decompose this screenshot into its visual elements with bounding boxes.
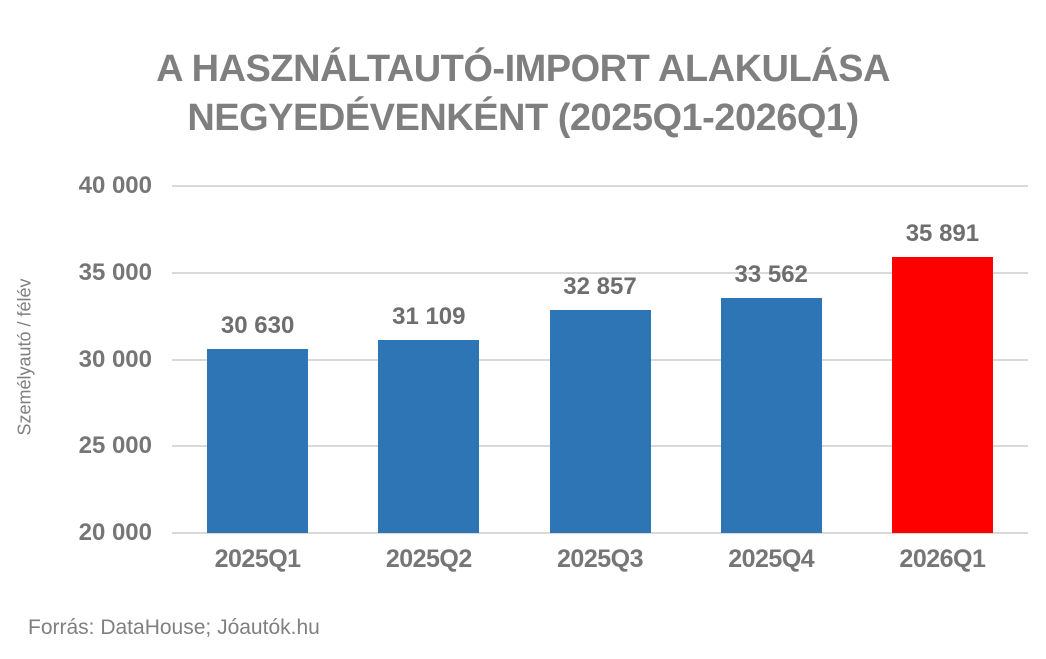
chart-title: A HASZNÁLTAUTÓ-IMPORT ALAKULÁSA NEGYEDÉV… xyxy=(0,45,1046,143)
bar-slot-2025Q4: 33 562 xyxy=(686,186,857,533)
x-tick-label-2025Q4: 2025Q4 xyxy=(728,545,815,573)
bar-value-label-2026Q1: 35 891 xyxy=(905,220,980,247)
bar-slot-2026Q1: 35 891 xyxy=(857,186,1028,533)
plot-area: 30 630 31 109 32 857 33 562 35 891 xyxy=(172,185,1028,534)
bar-value-label-2025Q3: 32 857 xyxy=(563,273,637,300)
y-axis-tick-labels: 20 000 25 000 30 000 35 000 40 000 xyxy=(0,172,152,546)
gridline-40000 xyxy=(172,185,1028,187)
bar-value-label-2025Q1: 30 630 xyxy=(220,312,295,339)
bar-2026Q1 xyxy=(891,257,993,533)
bar-2025Q3 xyxy=(549,310,651,533)
x-tick-label-2025Q3: 2025Q3 xyxy=(557,545,643,573)
bar-slot-2025Q1: 30 630 xyxy=(172,186,343,533)
gridline-35000 xyxy=(172,272,1028,274)
source-caption: Forrás: DataHouse; Jóautók.hu xyxy=(28,616,320,639)
y-tick-label-35000: 35 000 xyxy=(78,259,152,286)
bar-2025Q1 xyxy=(207,349,309,533)
y-tick-label-20000: 20 000 xyxy=(78,519,152,546)
bar-slot-2025Q2: 31 109 xyxy=(343,186,514,533)
y-tick-label-30000: 30 000 xyxy=(78,346,152,373)
x-tick-label-2025Q1: 2025Q1 xyxy=(214,545,301,573)
chart-title-line-2: NEGYEDÉVENKÉNT (2025Q1-2026Q1) xyxy=(187,97,859,139)
bar-2025Q2 xyxy=(378,340,480,533)
bar-slot-2025Q3: 32 857 xyxy=(514,186,685,533)
bar-2025Q4 xyxy=(720,298,822,533)
x-tick-label-2025Q2: 2025Q2 xyxy=(385,545,472,573)
y-tick-label-40000: 40 000 xyxy=(78,172,152,199)
y-tick-label-25000: 25 000 xyxy=(78,432,152,459)
bar-series: 30 630 31 109 32 857 33 562 35 891 xyxy=(172,186,1028,533)
gridline-20000 xyxy=(172,532,1028,534)
bar-value-label-2025Q4: 33 562 xyxy=(734,261,808,288)
x-tick-label-2026Q1: 2026Q1 xyxy=(899,545,986,573)
chart-title-line-1: A HASZNÁLTAUTÓ-IMPORT ALAKULÁSA xyxy=(156,48,890,90)
bar-value-label-2025Q2: 31 109 xyxy=(392,303,466,330)
x-axis-tick-labels: 2025Q1 2025Q2 2025Q3 2025Q4 2026Q1 xyxy=(172,545,1028,574)
